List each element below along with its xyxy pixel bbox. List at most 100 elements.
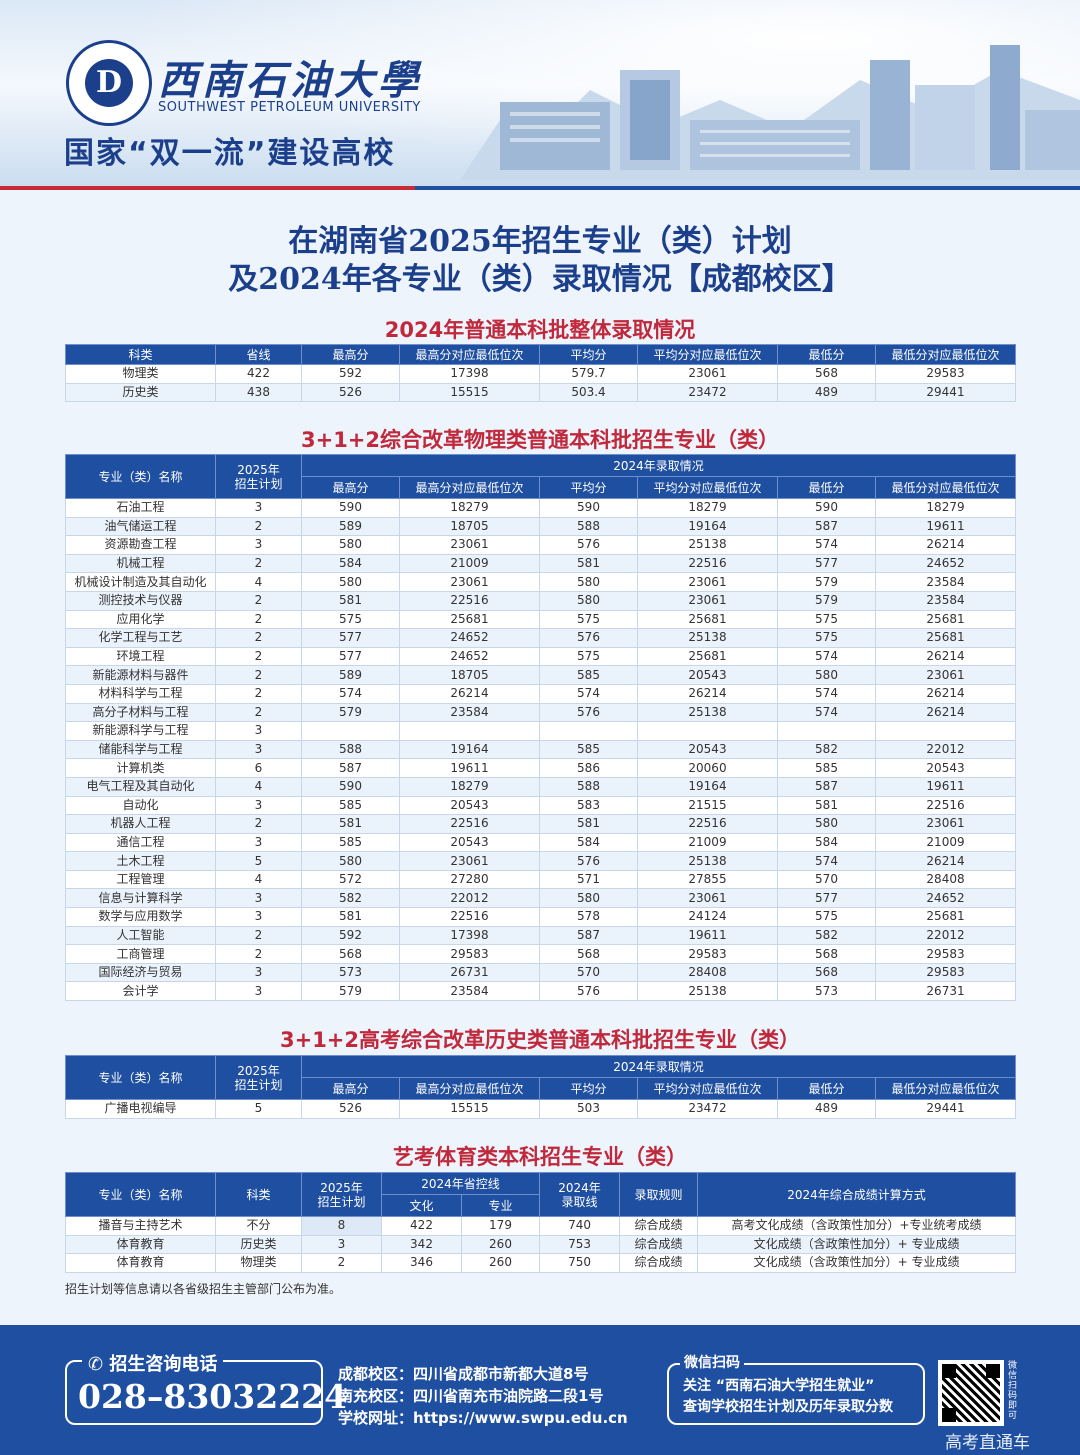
table-cell: 23584 bbox=[874, 590, 1017, 611]
table-cell: 574 bbox=[539, 683, 638, 704]
table-row: 播音与主持艺术 不分 8 422 179 740 综合成绩 高考文化成绩（含政策性加分）+专业… bbox=[65, 1216, 1017, 1236]
address-chengdu: 成都校区：四川省成都市新都大道8号 bbox=[338, 1365, 589, 1383]
table-cell: 29441 bbox=[874, 1099, 1017, 1119]
major-name-cell: 体育教育 bbox=[65, 1234, 216, 1255]
table-cell: 580 bbox=[539, 888, 638, 909]
table-row: 工程管理 4 572 27280 571 27855 570 28408 bbox=[65, 869, 1017, 890]
website-link[interactable]: 学校网址：https://www.swpu.edu.cn bbox=[338, 1409, 628, 1427]
table-cell: 3 bbox=[215, 832, 302, 853]
table-cell: 25681 bbox=[874, 609, 1017, 630]
table-cell: 25138 bbox=[637, 702, 778, 723]
major-name-cell: 资源勘查工程 bbox=[65, 535, 216, 555]
major-name-cell: 体育教育 bbox=[65, 1253, 216, 1273]
major-name-cell: 新能源材料与器件 bbox=[65, 665, 216, 685]
major-name-cell: 机械设计制造及其自动化 bbox=[65, 572, 216, 592]
table-cell bbox=[301, 721, 400, 741]
table-cell: 574 bbox=[777, 702, 876, 723]
table-cell: 573 bbox=[777, 981, 876, 1002]
table-row: 历史类 438 526 15515 503.4 23472 489 29441 bbox=[65, 382, 1016, 403]
table-cell: 3 bbox=[215, 981, 302, 1002]
table-cell: 592 bbox=[301, 925, 400, 946]
header-admission-line: 2024年 录取线 bbox=[539, 1172, 621, 1217]
page-title-line1: 在湖南省2025年招生专业（类）计划 bbox=[288, 224, 792, 259]
table-cell: 18279 bbox=[399, 498, 540, 518]
major-name-cell: 历史类 bbox=[65, 382, 216, 403]
major-name-cell: 信息与计算科学 bbox=[65, 888, 216, 909]
table-cell: 590 bbox=[777, 498, 876, 518]
major-name-cell: 电气工程及其自动化 bbox=[65, 776, 216, 797]
table-cell: 22012 bbox=[874, 739, 1017, 760]
table-cell: 574 bbox=[777, 851, 876, 871]
table-cell: 22012 bbox=[874, 925, 1017, 946]
table-cell: 574 bbox=[777, 646, 876, 667]
university-name-cn: 西南石油大學 bbox=[158, 57, 422, 104]
table-cell: 2 bbox=[215, 925, 302, 946]
qr-code-pattern bbox=[942, 1364, 1000, 1422]
table-row: 机械工程 2 584 21009 581 22516 577 24652 bbox=[65, 553, 1017, 574]
table-row: 石油工程 3 590 18279 590 18279 590 18279 bbox=[65, 498, 1017, 518]
table-cell: 19164 bbox=[399, 739, 540, 760]
table-cell: 26214 bbox=[399, 683, 540, 704]
table-cell: 文化成绩（含政策性加分）+ 专业成绩 bbox=[697, 1234, 1017, 1255]
table-subheader-row: 最高分 最高分对应最低位次 平均分 平均分对应最低位次 最低分 最低分对应最低位次 bbox=[66, 476, 1017, 499]
wechat-line2: 查询学校招生计划及历年录取分数 bbox=[683, 1399, 893, 1415]
table-cell: 29583 bbox=[874, 962, 1017, 983]
table-cell: 584 bbox=[777, 832, 876, 853]
table-cell: 24124 bbox=[637, 907, 778, 927]
university-logo: D bbox=[66, 40, 152, 126]
table-cell: 18705 bbox=[399, 516, 540, 537]
table-cell: 489 bbox=[777, 382, 876, 403]
table-header-row: 专业（类）名称 科类 2025年 招生计划 2024年省控线 2024年 录取线… bbox=[65, 1172, 1017, 1217]
table-cell: 23584 bbox=[399, 702, 540, 723]
table-cell: 22516 bbox=[399, 907, 540, 927]
major-name-cell: 通信工程 bbox=[65, 832, 216, 853]
table-cell: 4 bbox=[215, 776, 302, 797]
table-cell: 589 bbox=[301, 665, 400, 685]
table-cell: 576 bbox=[539, 702, 638, 723]
phone-number[interactable]: 028–83032224 bbox=[78, 1377, 348, 1416]
table-cell: 579 bbox=[777, 590, 876, 611]
wechat-label: 微信扫码 bbox=[680, 1352, 744, 1372]
table-cell: 20060 bbox=[637, 758, 778, 778]
major-name-cell: 测控技术与仪器 bbox=[65, 590, 216, 611]
qr-code[interactable] bbox=[938, 1360, 1004, 1426]
table-cell: 346 bbox=[381, 1253, 462, 1273]
table-cell: 27855 bbox=[637, 869, 778, 890]
major-name-cell: 应用化学 bbox=[65, 609, 216, 630]
table-cell: 3 bbox=[215, 962, 302, 983]
table-cell: 577 bbox=[777, 888, 876, 909]
table-cell: 21515 bbox=[637, 795, 778, 816]
table-cell: 23472 bbox=[637, 382, 778, 403]
university-name-en: SOUTHWEST PETROLEUM UNIVERSITY bbox=[158, 100, 421, 115]
table-cell: 18705 bbox=[399, 665, 540, 685]
table-cell: 568 bbox=[777, 944, 876, 964]
table-cell: 574 bbox=[777, 683, 876, 704]
table-cell: 2 bbox=[215, 516, 302, 537]
column-header: 科类 bbox=[65, 344, 216, 365]
table-cell: 21009 bbox=[874, 832, 1017, 853]
column-header: 平均分对应最低位次 bbox=[637, 1077, 778, 1100]
table-cell: 581 bbox=[539, 553, 638, 574]
table-cell: 575 bbox=[539, 646, 638, 667]
table-cell: 23061 bbox=[399, 851, 540, 871]
footnote: 招生计划等信息请以各省级招生主管部门公布为准。 bbox=[65, 1282, 342, 1296]
table-cell: 581 bbox=[777, 795, 876, 816]
table-cell: 20543 bbox=[874, 758, 1017, 778]
table-cell: 585 bbox=[301, 832, 400, 853]
table-cell: 590 bbox=[301, 498, 400, 518]
table-cell: 19611 bbox=[874, 516, 1017, 537]
address-nanchong: 南充校区：四川省南充市油院路二段1号 bbox=[338, 1387, 604, 1405]
table-cell: 24652 bbox=[399, 646, 540, 667]
table-cell: 27280 bbox=[399, 869, 540, 890]
table-cell: 22516 bbox=[874, 795, 1017, 816]
table-cell: 568 bbox=[777, 962, 876, 983]
table-cell: 3 bbox=[215, 907, 302, 927]
table-cell: 588 bbox=[539, 516, 638, 537]
table-row: 机械设计制造及其自动化 4 580 23061 580 23061 579 23584 bbox=[65, 572, 1017, 592]
header-score-formula: 2024年综合成绩计算方式 bbox=[697, 1172, 1017, 1217]
table-cell: 587 bbox=[777, 776, 876, 797]
header-major-name: 专业（类）名称 bbox=[65, 1172, 216, 1217]
table-cell: 26731 bbox=[874, 981, 1017, 1002]
table-cell: 592 bbox=[301, 364, 400, 384]
table-cell: 25138 bbox=[637, 851, 778, 871]
